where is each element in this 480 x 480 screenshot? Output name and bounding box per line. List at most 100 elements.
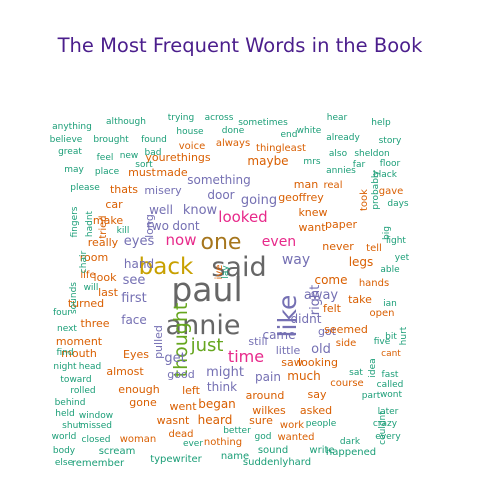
word-four: four: [53, 308, 71, 318]
word-big: big: [382, 226, 392, 240]
word-around: around: [246, 389, 285, 402]
word-know: know: [183, 203, 218, 218]
word-side: side: [336, 338, 357, 349]
chart-title: The Most Frequent Words in the Book: [57, 34, 423, 57]
word-new: new: [120, 151, 139, 161]
word-said: said: [211, 252, 266, 283]
word-look: look: [94, 271, 118, 284]
word-fingers: fingers: [70, 206, 80, 237]
word-remember: remember: [72, 458, 125, 469]
word-missed: missed: [80, 421, 112, 431]
word-left: left: [182, 384, 201, 397]
word-brought: brought: [93, 135, 129, 145]
word-eyes: Eyes: [123, 348, 149, 361]
word-feel: feel: [97, 153, 114, 163]
word-hear: hear: [327, 113, 348, 123]
word-white: white: [297, 126, 322, 136]
word-geoffrey: geoffrey: [278, 191, 324, 204]
word-black: black: [373, 170, 398, 180]
word-floor: floor: [380, 159, 401, 169]
word-never: never: [322, 240, 354, 253]
word-called: called: [377, 380, 404, 390]
word-didnt: didnt: [291, 312, 322, 326]
word-wanted: wanted: [277, 432, 314, 443]
word-story: story: [379, 136, 402, 146]
word-also: also: [329, 149, 348, 159]
word-see: see: [123, 273, 146, 288]
word-might: might: [206, 365, 244, 380]
word-two: two: [147, 219, 169, 233]
word-ian: ian: [383, 299, 397, 309]
word-mouth: mouth: [61, 347, 97, 360]
word-nothing: nothing: [204, 437, 242, 448]
word-already: already: [326, 133, 360, 143]
word-felt: felt: [323, 302, 342, 315]
word-dont: dont: [172, 219, 200, 233]
word-well: well: [149, 203, 173, 217]
word-anything: anything: [52, 122, 92, 132]
word-say: say: [308, 388, 327, 401]
word-thought: thought: [170, 303, 192, 378]
word-three: three: [80, 317, 109, 330]
word-much: much: [287, 369, 321, 383]
word-head: head: [79, 362, 101, 372]
word-bad: bad: [145, 148, 162, 158]
word-believe: believe: [50, 135, 83, 145]
word-ever: ever: [183, 439, 203, 449]
word-light: light: [386, 236, 406, 246]
word-write: write: [309, 445, 334, 456]
word-god: god: [255, 432, 272, 442]
word-asked: asked: [300, 404, 332, 417]
word-rolled: rolled: [70, 386, 95, 396]
word-first: first: [121, 291, 146, 306]
word-next: next: [57, 324, 77, 334]
word-toward: toward: [60, 375, 91, 385]
word-held: held: [55, 409, 74, 419]
word-part: part: [362, 391, 381, 401]
word-sort: sort: [135, 160, 153, 170]
word-almost: almost: [106, 365, 144, 378]
word-gone: gone: [129, 396, 157, 409]
word-house: house: [176, 127, 204, 137]
word-chair: chair: [79, 251, 89, 274]
word-sure: sure: [249, 414, 273, 427]
word-hands: hands: [359, 278, 389, 289]
word-moment: moment: [56, 335, 103, 348]
word-door: door: [207, 188, 234, 202]
word-long: long: [143, 214, 156, 238]
word-began: began: [198, 397, 236, 411]
word-saw: saw: [281, 356, 302, 369]
word-far: far: [353, 160, 366, 170]
word-open: open: [370, 308, 395, 319]
word-course: course: [330, 378, 363, 389]
word-one: one: [201, 230, 242, 255]
word-make: make: [93, 214, 123, 227]
word-old: old: [311, 342, 331, 357]
word-last: last: [98, 286, 119, 299]
word-face: face: [121, 313, 147, 327]
word-body: body: [53, 446, 76, 456]
word-legs: legs: [349, 255, 374, 269]
word-must: must: [128, 166, 156, 179]
word-sounds: sounds: [69, 282, 79, 314]
word-tried: tried: [98, 215, 109, 238]
word-came: came: [262, 328, 295, 342]
word-went: went: [169, 400, 197, 413]
word-night: night: [53, 362, 77, 372]
word-help: help: [371, 118, 391, 128]
word-find: find: [56, 348, 73, 358]
word-couldnt: couldnt: [378, 411, 388, 445]
word-yourethings: yourethings: [145, 151, 211, 164]
word-way: way: [282, 252, 310, 268]
word-kill: kill: [117, 226, 130, 236]
word-work: work: [280, 420, 304, 431]
word-window: window: [79, 411, 113, 421]
word-idea: idea: [368, 358, 378, 377]
word-pain: pain: [255, 370, 281, 384]
word-yet: yet: [395, 253, 410, 263]
word-great: great: [58, 147, 82, 157]
word-end: end: [281, 130, 298, 140]
word-real: real: [324, 180, 343, 191]
